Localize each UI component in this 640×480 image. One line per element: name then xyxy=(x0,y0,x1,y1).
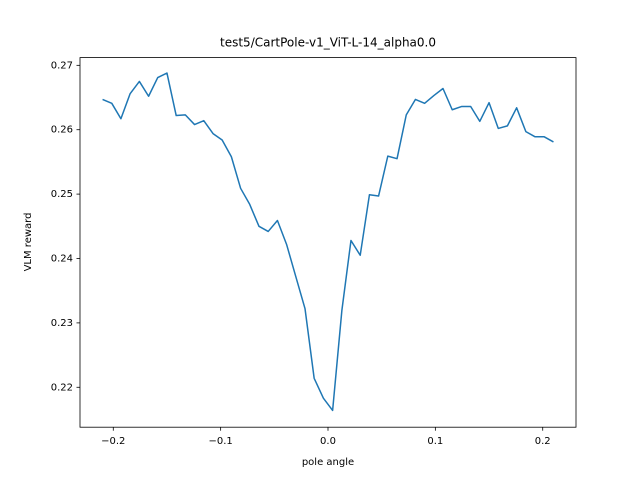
x-tick-label: −0.2 xyxy=(101,436,125,447)
plot-frame xyxy=(79,57,577,428)
x-axis-label: pole angle xyxy=(302,457,354,468)
y-tick-label: 0.22 xyxy=(51,382,73,393)
x-tick-label: −0.1 xyxy=(208,436,232,447)
chart-title: test5/CartPole-v1_ViT-L-14_alpha0.0 xyxy=(220,36,436,50)
x-tick-label: 0.0 xyxy=(320,436,336,447)
y-tick-label: 0.25 xyxy=(51,189,73,200)
x-tick-label: 0.1 xyxy=(427,436,443,447)
y-tick-label: 0.23 xyxy=(51,318,73,329)
y-tick-label: 0.24 xyxy=(51,253,73,264)
line-series xyxy=(102,72,554,412)
y-tick-label: 0.27 xyxy=(51,60,73,71)
x-tick-label: 0.2 xyxy=(535,436,551,447)
y-axis-label: VLM reward xyxy=(23,213,34,272)
y-tick-label: 0.26 xyxy=(51,125,73,136)
